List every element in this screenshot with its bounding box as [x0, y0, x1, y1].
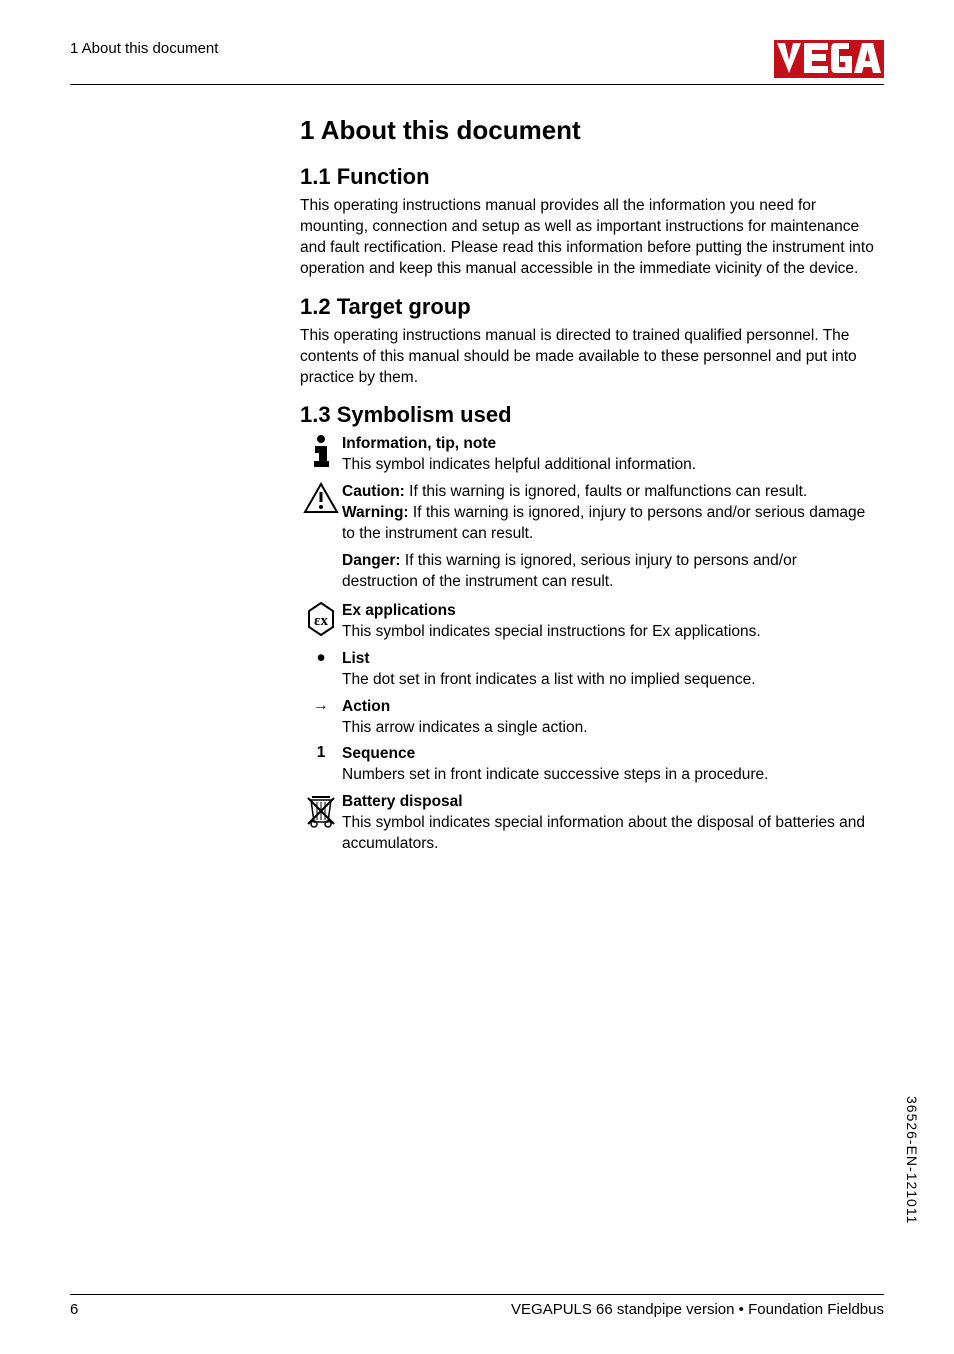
- page-header: 1 About this document: [70, 40, 884, 85]
- sequence-number-icon: 1: [300, 744, 342, 762]
- chapter-title: 1 About this document: [300, 115, 874, 146]
- page-footer: 6 VEGAPULS 66 standpipe version • Founda…: [70, 1294, 884, 1318]
- page-number: 6: [70, 1301, 78, 1318]
- section-1-1-body: This operating instructions manual provi…: [300, 196, 874, 280]
- section-1-2-title: 1.2 Target group: [300, 294, 874, 320]
- list-body: The dot set in front indicates a list wi…: [342, 670, 874, 691]
- battery-disposal-icon: [300, 792, 342, 832]
- list-bullet-icon: ●: [300, 649, 342, 667]
- svg-text:εx: εx: [314, 613, 328, 629]
- sequence-body: Numbers set in front indicate successive…: [342, 765, 874, 786]
- ex-title: Ex applications: [342, 601, 874, 622]
- arrow-icon: →: [300, 697, 342, 715]
- header-section-label: 1 About this document: [70, 40, 218, 57]
- caution-body: If this warning is ignored, faults or ma…: [405, 483, 807, 500]
- battery-body: This symbol indicates special informatio…: [342, 813, 874, 855]
- vega-logo: [774, 40, 884, 78]
- warning-body: If this warning is ignored, injury to pe…: [342, 504, 865, 542]
- section-1-3-title: 1.3 Symbolism used: [300, 402, 874, 428]
- ex-body: This symbol indicates special instructio…: [342, 622, 874, 643]
- action-title: Action: [342, 697, 874, 718]
- danger-label: Danger:: [342, 552, 401, 569]
- action-body: This arrow indicates a single action.: [342, 718, 874, 739]
- sequence-title: Sequence: [342, 744, 874, 765]
- section-1-1-title: 1.1 Function: [300, 164, 874, 190]
- warning-triangle-icon: [300, 482, 342, 514]
- list-title: List: [342, 649, 874, 670]
- danger-body: If this warning is ignored, serious inju…: [342, 552, 797, 590]
- caution-label: Caution:: [342, 483, 405, 500]
- warning-label: Warning:: [342, 504, 409, 521]
- side-document-code: 36526-EN-121011: [904, 1096, 920, 1224]
- footer-doc-title: VEGAPULS 66 standpipe version • Foundati…: [511, 1301, 884, 1318]
- info-title: Information, tip, note: [342, 434, 874, 455]
- info-icon: [300, 434, 342, 468]
- info-body: This symbol indicates helpful additional…: [342, 455, 874, 476]
- section-1-2-body: This operating instructions manual is di…: [300, 326, 874, 389]
- battery-title: Battery disposal: [342, 792, 874, 813]
- ex-icon: εx: [300, 601, 342, 637]
